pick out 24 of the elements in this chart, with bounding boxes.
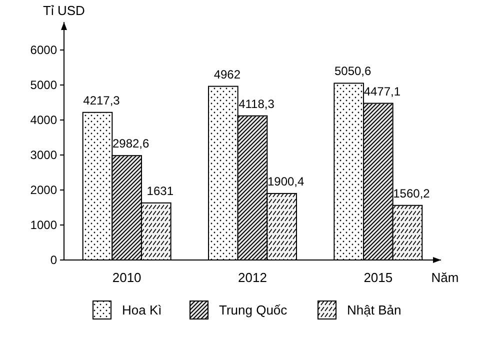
data-label: 4118,3: [238, 96, 275, 111]
legend-label: Trung Quốc: [219, 302, 288, 318]
data-label: 1631: [146, 184, 174, 198]
y-tick-label: 2000: [30, 183, 58, 198]
y-tick-label: 1000: [30, 218, 58, 232]
data-label: 4962: [214, 67, 241, 82]
data-label: 4477,1: [364, 84, 401, 98]
y-tick-label: 4000: [30, 113, 58, 128]
x-tick-label: 2015: [364, 270, 393, 285]
x-axis-title: Năm: [431, 270, 459, 285]
data-label: 2982,6: [112, 136, 150, 151]
y-tick-label: 3000: [30, 148, 58, 162]
y-tick-label: 5000: [30, 78, 58, 92]
data-label: 1560,2: [393, 186, 430, 200]
x-tick-label: 2012: [238, 270, 267, 285]
data-label: 4217,3: [83, 93, 120, 108]
y-tick-label: 6000: [30, 43, 58, 58]
y-axis-title: Tỉ USD: [43, 3, 85, 18]
data-label: 5050,6: [334, 64, 372, 78]
x-tick-label: 2010: [112, 270, 142, 285]
y-tick-label: 0: [50, 253, 58, 268]
legend-label: Hoa Kì: [122, 302, 162, 318]
legend-label: Nhật Bản: [347, 302, 402, 318]
data-label: 1900,4: [267, 174, 304, 188]
